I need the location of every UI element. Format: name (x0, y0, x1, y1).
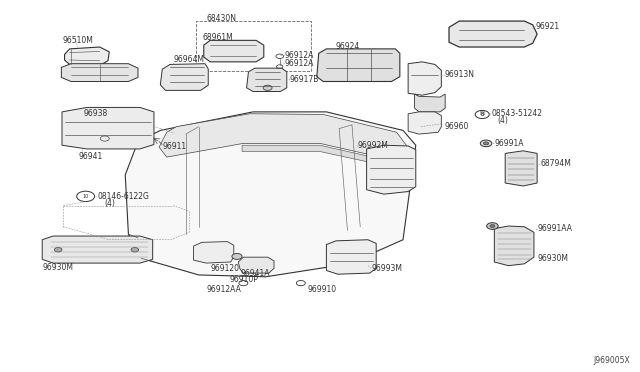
Text: 96921: 96921 (536, 22, 560, 31)
Text: 96912AA: 96912AA (206, 285, 241, 294)
Text: 96912A: 96912A (285, 51, 314, 60)
Text: 969910: 969910 (307, 285, 337, 294)
Text: 08146-6122G: 08146-6122G (97, 192, 149, 201)
Polygon shape (326, 240, 376, 274)
Text: 96912A: 96912A (285, 59, 314, 68)
Text: 96993M: 96993M (371, 264, 402, 273)
Polygon shape (246, 68, 287, 92)
Text: J969005X: J969005X (593, 356, 630, 365)
Text: 96991AA: 96991AA (537, 224, 572, 233)
Polygon shape (408, 62, 442, 95)
Text: 96910P: 96910P (229, 275, 258, 284)
Polygon shape (65, 47, 109, 65)
Circle shape (54, 247, 62, 252)
Text: 96911: 96911 (163, 142, 186, 151)
Polygon shape (415, 94, 445, 112)
Text: 96991A: 96991A (494, 139, 524, 148)
Text: 96930M: 96930M (537, 254, 568, 263)
Text: 969120: 969120 (210, 264, 239, 273)
Circle shape (131, 247, 139, 252)
Polygon shape (125, 112, 416, 277)
Polygon shape (408, 112, 442, 134)
Polygon shape (242, 145, 394, 167)
Circle shape (232, 253, 242, 259)
Text: (4): (4) (497, 116, 508, 125)
Text: 96510M: 96510M (62, 36, 93, 45)
Polygon shape (204, 40, 264, 62)
Polygon shape (449, 21, 537, 47)
Circle shape (483, 142, 488, 145)
Text: 96992M: 96992M (357, 141, 388, 151)
Text: 68794M: 68794M (540, 159, 571, 168)
Text: 8: 8 (481, 112, 484, 117)
Polygon shape (61, 64, 138, 81)
Text: 96941: 96941 (79, 152, 103, 161)
Text: 96917B: 96917B (290, 75, 319, 84)
Circle shape (263, 85, 272, 90)
Polygon shape (193, 241, 234, 263)
Text: (4): (4) (105, 199, 116, 208)
Circle shape (486, 223, 498, 230)
Bar (196, 21, 311, 71)
Polygon shape (62, 108, 154, 149)
Polygon shape (367, 145, 416, 194)
Polygon shape (238, 257, 274, 273)
Text: 68961M: 68961M (202, 33, 233, 42)
Text: 96938: 96938 (84, 109, 108, 118)
Text: 68430N: 68430N (207, 14, 237, 23)
Polygon shape (505, 151, 537, 186)
Circle shape (490, 225, 495, 228)
Text: 10: 10 (83, 194, 89, 199)
Text: 96924: 96924 (336, 42, 360, 51)
Polygon shape (161, 64, 208, 90)
Circle shape (480, 140, 492, 147)
Text: 96913N: 96913N (445, 70, 474, 79)
Text: 96941A: 96941A (240, 269, 269, 278)
Polygon shape (159, 114, 407, 160)
Polygon shape (317, 49, 400, 81)
Text: 96930M: 96930M (42, 263, 73, 272)
Text: ®: ® (479, 112, 486, 118)
Polygon shape (42, 236, 153, 263)
Text: 96964M: 96964M (173, 55, 204, 64)
Text: 96960: 96960 (445, 122, 469, 131)
Polygon shape (494, 226, 534, 266)
Text: 08543-51242: 08543-51242 (491, 109, 542, 118)
